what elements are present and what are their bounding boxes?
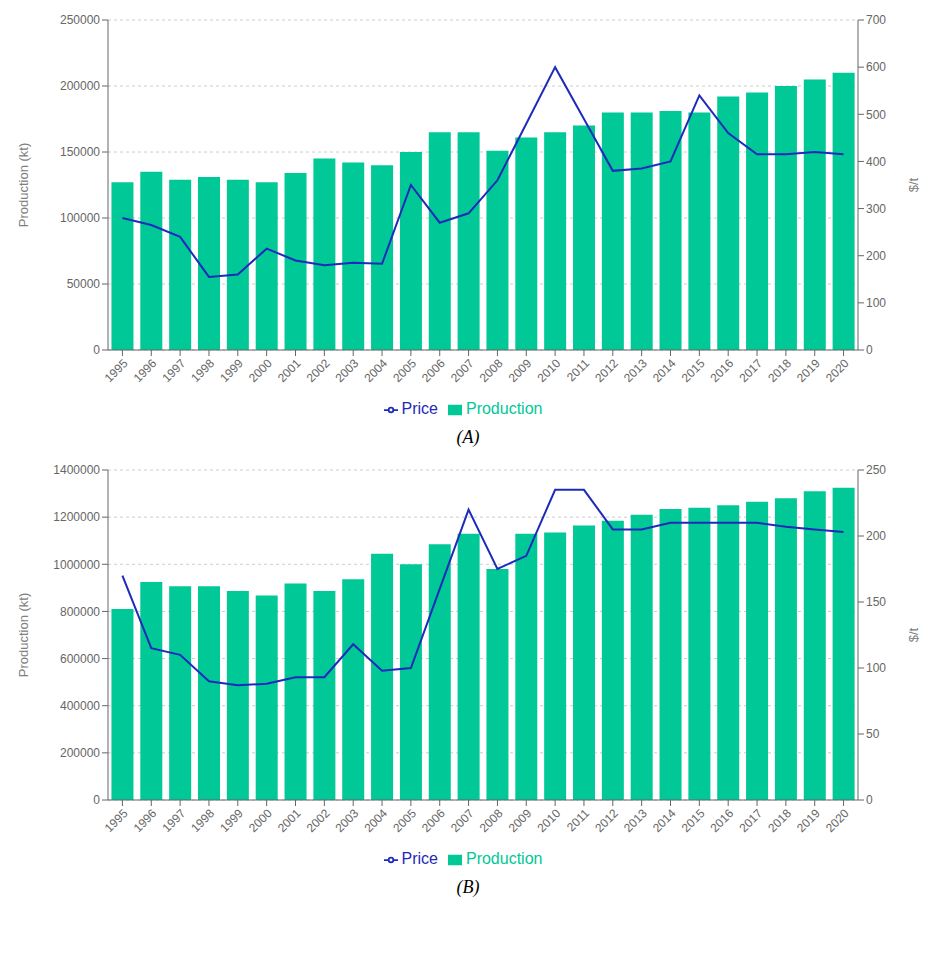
svg-text:2011: 2011 <box>564 806 592 834</box>
svg-text:2004: 2004 <box>361 356 390 385</box>
svg-text:100: 100 <box>866 661 886 675</box>
svg-text:2016: 2016 <box>708 356 737 385</box>
svg-text:1997: 1997 <box>159 356 188 385</box>
html-text:Price: Price <box>401 850 438 867</box>
svg-text:50: 50 <box>866 727 880 741</box>
svg-text:150000: 150000 <box>60 145 100 159</box>
svg-text:2002: 2002 <box>304 806 333 835</box>
svg-text:2020: 2020 <box>823 356 852 385</box>
svg-text:400: 400 <box>866 155 886 169</box>
svg-text:200: 200 <box>866 249 886 263</box>
svg-text:2013: 2013 <box>621 356 650 385</box>
svg-text:500: 500 <box>866 108 886 122</box>
svg-text:2011: 2011 <box>564 356 592 384</box>
svg-text:2006: 2006 <box>419 356 448 385</box>
html-text:Price: Price <box>401 400 438 417</box>
svg-text:200000: 200000 <box>60 79 100 93</box>
html-text:Production: Production <box>466 850 543 867</box>
html-text:Production: Production <box>466 400 543 417</box>
svg-text:2017: 2017 <box>736 356 765 385</box>
svg-text:2007: 2007 <box>448 356 477 385</box>
svg-text:2020: 2020 <box>823 806 852 835</box>
svg-text:2019: 2019 <box>794 356 823 385</box>
svg-text:200000: 200000 <box>60 746 100 760</box>
svg-text:2014: 2014 <box>650 806 679 835</box>
svg-text:200: 200 <box>866 529 886 543</box>
svg-text:2005: 2005 <box>390 356 419 385</box>
svg-text:2017: 2017 <box>736 806 765 835</box>
svg-text:2007: 2007 <box>448 806 477 835</box>
svg-text:2013: 2013 <box>621 806 650 835</box>
svg-text:1000000: 1000000 <box>53 558 100 572</box>
svg-text:150: 150 <box>866 595 886 609</box>
svg-text:800000: 800000 <box>60 605 100 619</box>
svg-text:2009: 2009 <box>506 356 535 385</box>
svg-text:2018: 2018 <box>765 806 794 835</box>
svg-text:2006: 2006 <box>419 806 448 835</box>
svg-text:1999: 1999 <box>217 356 246 385</box>
svg-text:2015: 2015 <box>679 806 708 835</box>
svg-text:$/t: $/t <box>906 627 921 642</box>
svg-text:2008: 2008 <box>477 356 506 385</box>
svg-text:2002: 2002 <box>304 356 333 385</box>
svg-text:2012: 2012 <box>592 356 621 385</box>
svg-text:2012: 2012 <box>592 806 621 835</box>
svg-text:100: 100 <box>866 296 886 310</box>
svg-text:2019: 2019 <box>794 806 823 835</box>
svg-text:1400000: 1400000 <box>53 463 100 477</box>
svg-text:2001: 2001 <box>275 356 304 385</box>
svg-text:Production (kt): Production (kt) <box>16 143 31 228</box>
svg-text:250: 250 <box>866 463 886 477</box>
svg-text:2001: 2001 <box>275 806 304 835</box>
svg-text:$/t: $/t <box>906 177 921 192</box>
svg-text:Production (kt): Production (kt) <box>16 593 31 678</box>
svg-text:300: 300 <box>866 202 886 216</box>
svg-text:2018: 2018 <box>765 356 794 385</box>
svg-text:1200000: 1200000 <box>53 510 100 524</box>
svg-text:2009: 2009 <box>506 806 535 835</box>
svg-text:2014: 2014 <box>650 356 679 385</box>
svg-text:1998: 1998 <box>188 356 217 385</box>
svg-text:600: 600 <box>866 60 886 74</box>
svg-text:250000: 250000 <box>60 13 100 27</box>
svg-text:2005: 2005 <box>390 806 419 835</box>
svg-text:1995: 1995 <box>102 356 131 385</box>
svg-text:600000: 600000 <box>60 652 100 666</box>
svg-text:0: 0 <box>866 793 873 807</box>
svg-text:1995: 1995 <box>102 806 131 835</box>
svg-text:1999: 1999 <box>217 806 246 835</box>
svg-text:400000: 400000 <box>60 699 100 713</box>
svg-text:2004: 2004 <box>361 806 390 835</box>
svg-text:2010: 2010 <box>534 356 563 385</box>
svg-text:1996: 1996 <box>131 806 160 835</box>
svg-text:1996: 1996 <box>131 356 160 385</box>
svg-text:2003: 2003 <box>333 806 362 835</box>
svg-text:0: 0 <box>866 343 873 357</box>
svg-text:50000: 50000 <box>67 277 101 291</box>
svg-text:700: 700 <box>866 13 886 27</box>
svg-text:2008: 2008 <box>477 806 506 835</box>
svg-text:1997: 1997 <box>159 806 188 835</box>
svg-text:1998: 1998 <box>188 806 217 835</box>
svg-text:2016: 2016 <box>708 806 737 835</box>
svg-text:2015: 2015 <box>679 356 708 385</box>
html-text:(A): (A) <box>456 427 480 447</box>
svg-text:2000: 2000 <box>246 356 275 385</box>
html-text:(B): (B) <box>456 877 480 897</box>
svg-text:2010: 2010 <box>534 806 563 835</box>
svg-text:2000: 2000 <box>246 806 275 835</box>
svg-text:100000: 100000 <box>60 211 100 225</box>
svg-text:2003: 2003 <box>333 356 362 385</box>
svg-text:0: 0 <box>93 793 100 807</box>
svg-text:0: 0 <box>93 343 100 357</box>
